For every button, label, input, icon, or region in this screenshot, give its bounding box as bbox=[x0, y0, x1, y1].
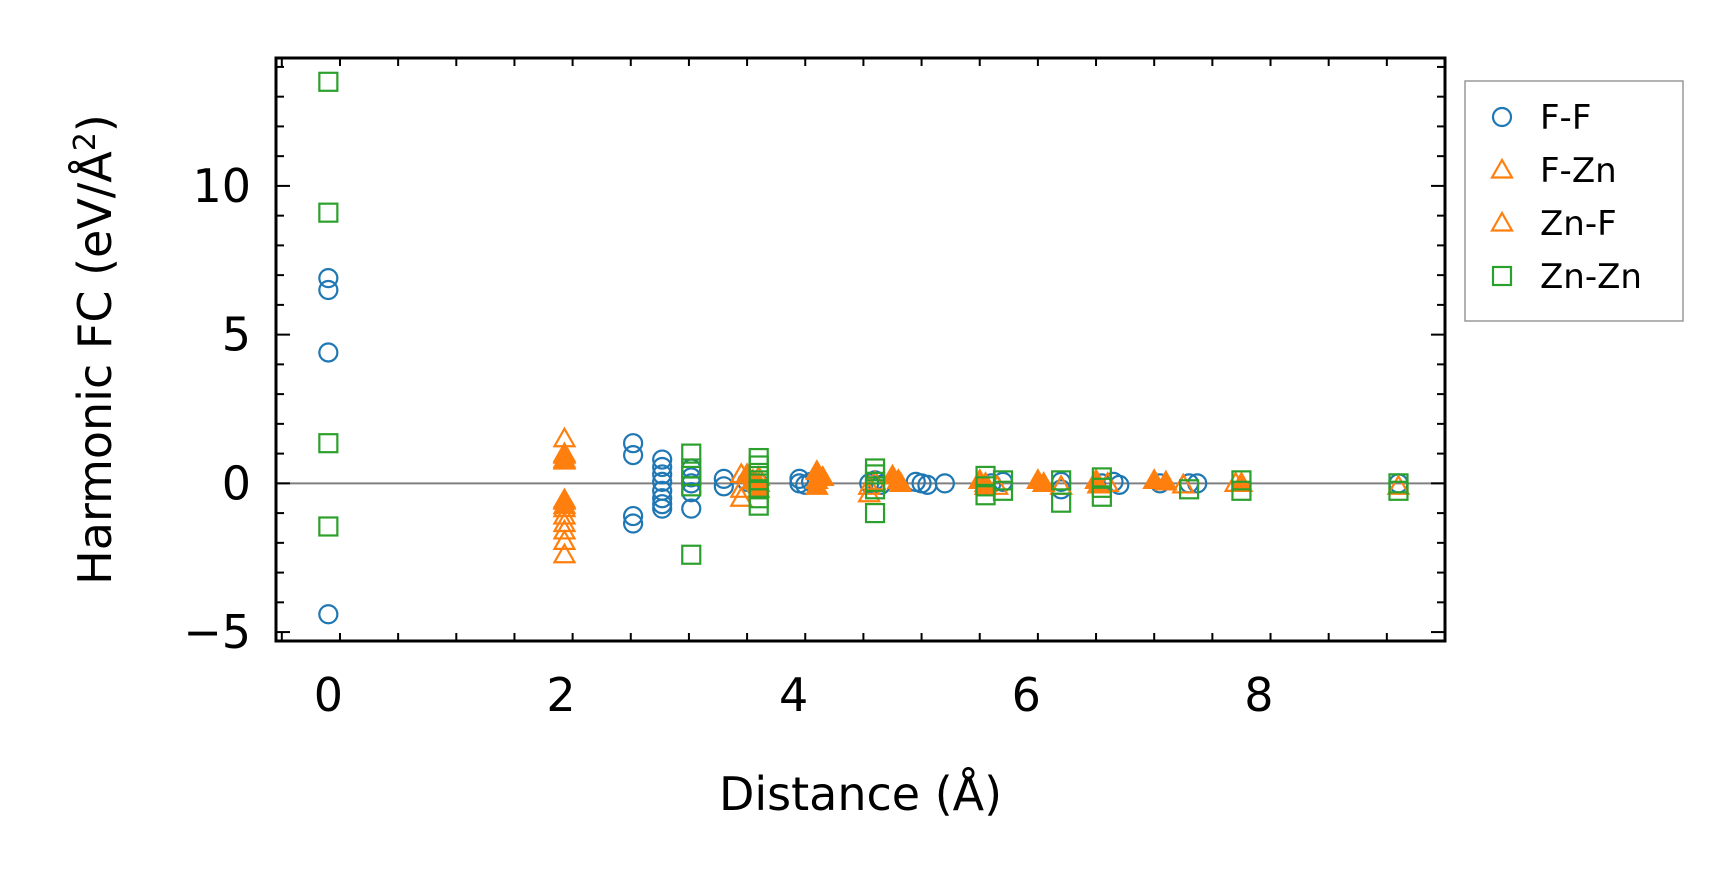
y-tick-label: 10 bbox=[192, 159, 251, 213]
legend: F-F F-Zn Zn-F Zn-Zn bbox=[1464, 80, 1684, 322]
data-point-f-f bbox=[318, 604, 339, 625]
data-point-zn-f bbox=[552, 442, 577, 464]
data-point-zn-zn bbox=[1388, 480, 1409, 501]
y-axis-label-superscript: 2 bbox=[68, 132, 103, 151]
x-axis-label: Distance (Å) bbox=[719, 767, 1002, 821]
data-point-zn-zn bbox=[1051, 470, 1072, 491]
data-point-zn-zn bbox=[318, 71, 339, 92]
legend-label: F-F bbox=[1540, 98, 1591, 138]
data-point-zn-zn bbox=[681, 465, 702, 487]
x-tick-label: 8 bbox=[1244, 668, 1273, 722]
data-point-zn-zn bbox=[1091, 467, 1112, 488]
legend-label: Zn-F bbox=[1540, 204, 1617, 244]
data-point-f-f bbox=[652, 464, 673, 485]
data-point-f-f bbox=[622, 444, 644, 466]
data-point-f-f bbox=[622, 505, 644, 527]
y-tick-label: 0 bbox=[222, 456, 251, 510]
data-point-f-zn bbox=[552, 529, 577, 550]
data-point-zn-f bbox=[1031, 471, 1056, 492]
data-point-f-f bbox=[652, 488, 673, 509]
data-point-zn-zn bbox=[318, 433, 339, 454]
data-point-f-zn bbox=[552, 518, 577, 540]
data-point-zn-zn bbox=[864, 502, 886, 524]
data-point-zn-f bbox=[810, 465, 835, 487]
data-point-zn-zn bbox=[1231, 480, 1252, 501]
tick-labels: 0 2 4 6 8 −5 0 5 10 bbox=[183, 159, 1273, 722]
data-point-f-f bbox=[713, 476, 734, 497]
legend-box bbox=[1464, 80, 1684, 322]
data-point-zn-zn bbox=[1091, 486, 1112, 507]
data-point-zn-f bbox=[888, 471, 913, 492]
data-point-zn-zn bbox=[318, 516, 339, 537]
plot-frame bbox=[274, 56, 1447, 643]
data-point-f-f bbox=[318, 279, 339, 301]
data-point-zn-zn bbox=[748, 495, 769, 516]
data-point-zn-zn bbox=[992, 480, 1014, 501]
x-tick-label: 2 bbox=[546, 668, 575, 722]
legend-label: Zn-Zn bbox=[1540, 257, 1642, 297]
legend-marker-f-f bbox=[1491, 106, 1513, 128]
y-axis-label-main: Harmonic FC (eV/Å bbox=[68, 151, 122, 585]
data-point-f-zn bbox=[1386, 474, 1411, 495]
legend-entry-f-f: F-F bbox=[1491, 98, 1591, 138]
data-point-f-f bbox=[681, 498, 702, 519]
legend-entry-zn-zn: Zn-Zn bbox=[1491, 257, 1642, 297]
legend-entry-zn-f: Zn-F bbox=[1490, 204, 1617, 244]
data-point-f-f bbox=[934, 473, 955, 494]
legend-label: F-Zn bbox=[1540, 151, 1617, 191]
y-axis-label-close: ) bbox=[68, 114, 122, 132]
legend-marker-f-zn bbox=[1490, 157, 1514, 179]
legend-entries: F-F F-Zn Zn-F Zn-Zn bbox=[1490, 98, 1642, 297]
legend-marker-zn-f bbox=[1490, 210, 1514, 232]
data-point-zn-zn bbox=[1051, 492, 1072, 513]
data-point-f-zn bbox=[1171, 472, 1196, 494]
data-point-f-zn bbox=[857, 474, 882, 495]
data-point-f-f bbox=[318, 268, 339, 289]
data-point-zn-zn bbox=[864, 479, 886, 500]
y-tick-label: −5 bbox=[183, 605, 251, 659]
data-point-f-f bbox=[318, 342, 339, 363]
data-point-f-f bbox=[652, 498, 673, 519]
x-tick-label: 4 bbox=[779, 668, 808, 722]
data-point-f-f bbox=[622, 433, 644, 454]
data-points bbox=[318, 71, 1411, 625]
x-tick-label: 6 bbox=[1012, 668, 1041, 722]
data-point-zn-f bbox=[1153, 469, 1178, 491]
data-point-f-f bbox=[652, 449, 673, 470]
legend-marker-zn-zn bbox=[1491, 265, 1513, 287]
data-point-f-zn bbox=[857, 481, 882, 503]
data-point-zn-zn bbox=[681, 476, 702, 497]
data-point-zn-zn bbox=[318, 202, 339, 223]
x-tick-label: 0 bbox=[314, 668, 343, 722]
data-point-zn-f bbox=[552, 493, 577, 515]
data-point-zn-zn bbox=[1178, 479, 1200, 500]
y-axis-label: Harmonic FC (eV/Å2) bbox=[68, 114, 122, 585]
data-point-f-zn bbox=[552, 503, 577, 525]
data-point-f-zn bbox=[552, 542, 577, 564]
data-point-zn-zn bbox=[992, 470, 1014, 491]
data-point-f-zn bbox=[729, 486, 754, 507]
legend-entry-f-zn: F-Zn bbox=[1490, 151, 1617, 191]
data-point-zn-zn bbox=[681, 544, 702, 565]
data-point-zn-zn bbox=[1231, 470, 1252, 491]
data-point-f-f bbox=[622, 513, 644, 534]
series-zn-zn bbox=[318, 71, 1409, 565]
y-tick-label: 5 bbox=[222, 308, 251, 362]
data-point-zn-zn bbox=[681, 443, 702, 464]
data-point-f-f bbox=[652, 471, 673, 492]
data-point-f-f bbox=[652, 456, 673, 478]
